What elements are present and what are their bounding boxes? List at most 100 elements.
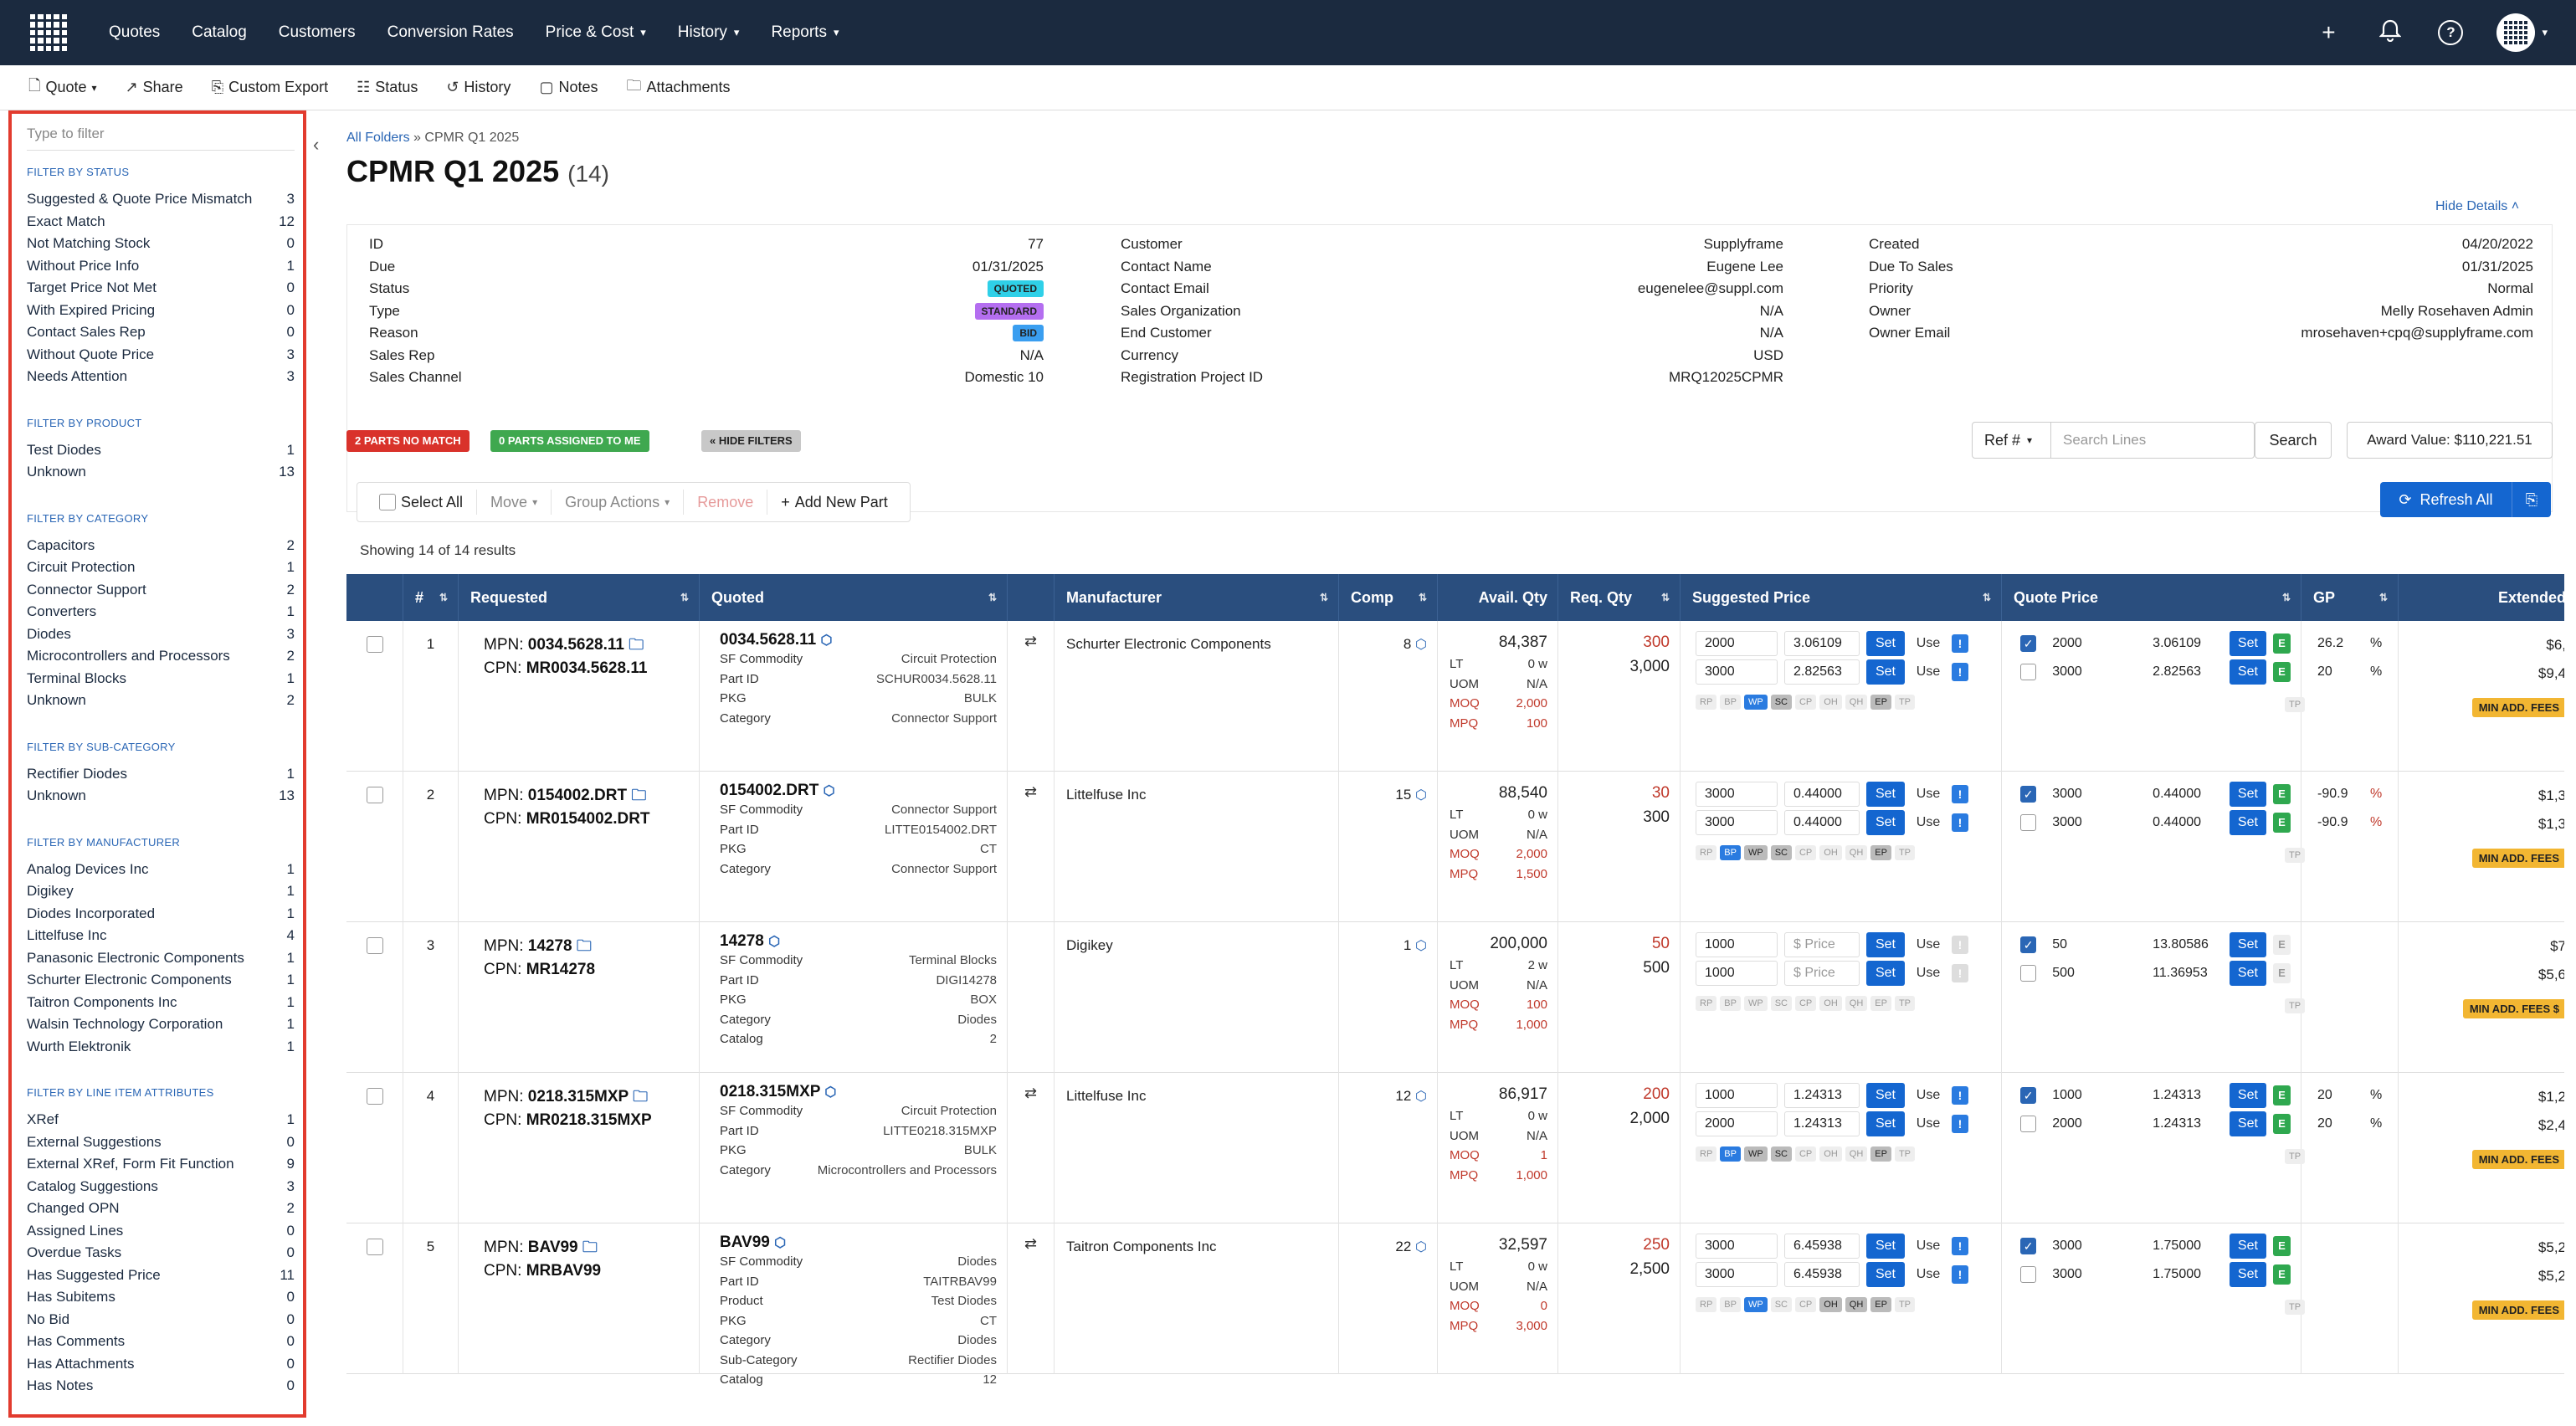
filter-option[interactable]: Wurth Elektronik 1 — [27, 1036, 295, 1059]
filter-option[interactable]: Schurter Electronic Components 1 — [27, 969, 295, 992]
alert-icon[interactable]: ! — [1952, 1115, 1968, 1133]
price-source-chip[interactable]: CP — [1794, 695, 1817, 710]
quote-qty-input[interactable]: 3000 — [2043, 810, 2137, 835]
price-source-chip[interactable]: WP — [1743, 695, 1768, 710]
filter-option[interactable]: External Suggestions 0 — [27, 1131, 295, 1154]
edit-icon[interactable]: E — [2272, 784, 2291, 804]
xref-icon[interactable]: ⇄ — [1024, 1235, 1038, 1252]
set-button[interactable]: Set — [1866, 1111, 1905, 1136]
edit-icon[interactable]: E — [2272, 963, 2291, 983]
header-gp[interactable]: GP ⇅ — [2301, 574, 2399, 621]
attachments-button[interactable]: 🗀 Attachments — [626, 75, 730, 100]
filter-option[interactable]: Exact Match 12 — [27, 211, 295, 233]
price-source-chip[interactable]: OH — [1819, 845, 1842, 860]
edit-icon[interactable]: E — [2272, 633, 2291, 654]
filter-option[interactable]: Littelfuse Inc 4 — [27, 925, 295, 947]
header-extended[interactable]: Extended — [2399, 574, 2566, 621]
filter-option[interactable]: Walsin Technology Corporation 1 — [27, 1013, 295, 1036]
suggested-qty-input[interactable]: 3000 — [1696, 810, 1778, 835]
gp-input[interactable]: -90.9 — [2308, 810, 2363, 835]
suggested-qty-input[interactable]: 1000 — [1696, 961, 1778, 986]
notes-button[interactable]: ▢ Notes — [539, 79, 598, 96]
use-button[interactable]: Use — [1916, 815, 1941, 829]
comp-link[interactable]: 15 ⬡ — [1395, 787, 1427, 803]
filter-option[interactable]: Unknown 2 — [27, 690, 295, 712]
tp-chip[interactable]: TP — [2285, 697, 2306, 712]
price-source-chip[interactable]: QH — [1845, 1146, 1868, 1162]
edit-icon[interactable]: E — [2272, 813, 2291, 833]
filter-option[interactable]: Has Subitems 0 — [27, 1286, 295, 1309]
alert-icon[interactable]: ! — [1952, 1265, 1968, 1284]
price-source-chip[interactable]: OH — [1819, 695, 1842, 710]
set-button[interactable]: Set — [1866, 631, 1905, 656]
price-source-chip[interactable]: WP — [1743, 1146, 1768, 1162]
quote-price-input[interactable]: 1.24313 — [2143, 1111, 2223, 1136]
tp-chip[interactable]: TP — [2285, 1149, 2306, 1164]
suggested-price-input[interactable]: 1.24313 — [1784, 1111, 1860, 1136]
share-button[interactable]: ↗ Share — [126, 79, 183, 96]
use-button[interactable]: Use — [1916, 664, 1941, 679]
quote-price-input[interactable]: 0.44000 — [2143, 782, 2223, 807]
nav-catalog[interactable]: Catalog — [192, 23, 247, 41]
header-quoted[interactable]: Quoted ⇅ — [700, 574, 1008, 621]
search-button[interactable]: Search — [2255, 422, 2332, 459]
price-source-chip[interactable]: EP — [1870, 1297, 1891, 1312]
filter-option[interactable]: Digikey 1 — [27, 880, 295, 903]
set-button[interactable]: Set — [2229, 810, 2266, 835]
quote-price-input[interactable]: 11.36953 — [2143, 961, 2223, 986]
nav-history[interactable]: History ▾ — [678, 23, 740, 42]
filter-option[interactable]: Not Matching Stock 0 — [27, 233, 295, 255]
price-source-chip[interactable]: CP — [1794, 1297, 1817, 1312]
breadcrumb-all-folders[interactable]: All Folders — [346, 131, 410, 145]
custom-export-button[interactable]: ⎘ Custom Export — [212, 79, 328, 96]
header-number[interactable]: # ⇅ — [403, 574, 459, 621]
price-source-chip[interactable]: RP — [1696, 695, 1717, 710]
header-quote-price[interactable]: Quote Price ⇅ — [2002, 574, 2301, 621]
gp-input[interactable] — [2308, 961, 2363, 986]
filter-option[interactable]: Taitron Components Inc 1 — [27, 992, 295, 1014]
quote-price-input[interactable]: 0.44000 — [2143, 810, 2223, 835]
min-add-fees-badge[interactable]: MIN ADD. FEES — [2471, 849, 2564, 868]
header-avail-qty[interactable]: Avail. Qty — [1438, 574, 1558, 621]
filter-option[interactable]: Connector Support 2 — [27, 579, 295, 602]
filter-option[interactable]: Analog Devices Inc 1 — [27, 859, 295, 881]
refresh-options-icon[interactable]: ⎘ — [2512, 482, 2551, 517]
price-source-chip[interactable]: TP — [1894, 845, 1916, 860]
filter-option[interactable]: Assigned Lines 0 — [27, 1220, 295, 1243]
set-button[interactable]: Set — [1866, 932, 1905, 957]
price-source-chip[interactable]: EP — [1870, 1146, 1891, 1162]
price-source-chip[interactable]: SC — [1770, 695, 1792, 710]
alert-icon[interactable]: ! — [1952, 936, 1968, 954]
filter-option[interactable]: Has Comments 0 — [27, 1331, 295, 1353]
price-source-chip[interactable]: SC — [1770, 996, 1792, 1011]
quote-price-input[interactable]: 3.06109 — [2143, 631, 2223, 656]
remove-button[interactable]: Remove — [684, 490, 768, 515]
min-add-fees-badge[interactable]: MIN ADD. FEES — [2471, 698, 2564, 717]
row-checkbox[interactable] — [367, 1239, 383, 1255]
price-source-chip[interactable]: OH — [1819, 1146, 1842, 1162]
quoted-part-number[interactable]: BAV99 ⬡ — [720, 1234, 997, 1252]
alert-icon[interactable]: ! — [1952, 785, 1968, 803]
nav-quotes[interactable]: Quotes — [109, 23, 161, 41]
set-button[interactable]: Set — [1866, 961, 1905, 986]
gp-input[interactable] — [2308, 932, 2363, 957]
use-button[interactable]: Use — [1916, 1116, 1941, 1131]
gp-input[interactable]: 20 — [2308, 1111, 2363, 1136]
quote-price-input[interactable]: 1.75000 — [2143, 1262, 2223, 1287]
header-requested[interactable]: Requested ⇅ — [459, 574, 700, 621]
filter-option[interactable]: No Bid 0 — [27, 1309, 295, 1331]
comp-link[interactable]: 1 ⬡ — [1403, 937, 1427, 953]
quote-qty-input[interactable]: 3000 — [2043, 659, 2137, 685]
filter-option[interactable]: Without Price Info 1 — [27, 255, 295, 278]
gp-input[interactable]: 20 — [2308, 659, 2363, 685]
filter-option[interactable]: Terminal Blocks 1 — [27, 668, 295, 690]
price-source-chip[interactable]: SC — [1770, 1146, 1792, 1162]
quote-qty-input[interactable]: 50 — [2043, 932, 2137, 957]
comp-link[interactable]: 12 ⬡ — [1395, 1088, 1427, 1104]
set-button[interactable]: Set — [1866, 782, 1905, 807]
group-actions-dropdown[interactable]: Group Actions ▾ — [552, 490, 685, 515]
quote-menu-button[interactable]: 🗋 Quote ▾ — [28, 75, 97, 100]
gp-input[interactable] — [2308, 1234, 2363, 1259]
no-match-filter-badge[interactable]: 2 PARTS NO MATCH — [346, 430, 470, 452]
edit-icon[interactable]: E — [2272, 1114, 2291, 1134]
